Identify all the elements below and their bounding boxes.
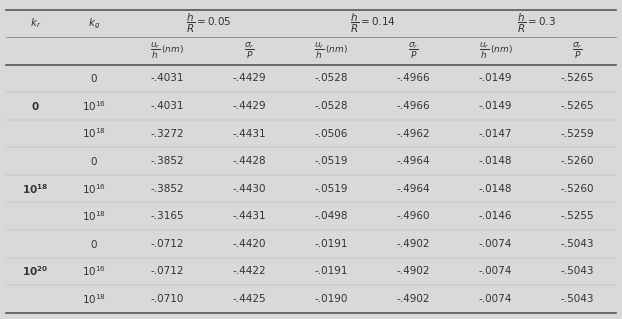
Text: $\dfrac{h}{R} = 0.14$: $\dfrac{h}{R} = 0.14$: [350, 12, 396, 35]
Text: -.0149: -.0149: [479, 101, 512, 111]
Text: -.5255: -.5255: [560, 211, 594, 221]
Text: -.4902: -.4902: [397, 294, 430, 304]
Text: $\mathbf{10^{18}}$: $\mathbf{10^{18}}$: [22, 182, 49, 196]
Text: -.4031: -.4031: [151, 73, 184, 84]
Text: -.3852: -.3852: [151, 184, 184, 194]
Text: $0$: $0$: [90, 72, 98, 85]
Text: -.0191: -.0191: [315, 239, 348, 249]
Text: $\dfrac{u_r}{h}\,(nm)$: $\dfrac{u_r}{h}\,(nm)$: [315, 41, 348, 61]
Text: -.0528: -.0528: [315, 73, 348, 84]
Text: -.0190: -.0190: [315, 294, 348, 304]
Text: $\mathbf{0}$: $\mathbf{0}$: [31, 100, 40, 112]
Text: $\dfrac{u_r}{h}\,(nm)$: $\dfrac{u_r}{h}\,(nm)$: [478, 41, 513, 61]
Text: $10^{18}$: $10^{18}$: [82, 127, 106, 140]
Text: -.5260: -.5260: [560, 184, 594, 194]
Text: -.3852: -.3852: [151, 156, 184, 166]
Text: -.0498: -.0498: [315, 211, 348, 221]
Text: $0$: $0$: [90, 155, 98, 167]
Text: -.5260: -.5260: [560, 156, 594, 166]
Text: $\dfrac{\sigma_r}{P}$: $\dfrac{\sigma_r}{P}$: [572, 41, 583, 61]
Text: $\dfrac{\sigma_r}{P}$: $\dfrac{\sigma_r}{P}$: [408, 41, 419, 61]
Text: -.4964: -.4964: [397, 156, 430, 166]
Text: -.4902: -.4902: [397, 239, 430, 249]
Text: -.0149: -.0149: [479, 73, 512, 84]
Text: $10^{16}$: $10^{16}$: [82, 182, 106, 196]
Text: -.4960: -.4960: [397, 211, 430, 221]
Text: $0$: $0$: [90, 238, 98, 250]
Text: -.4429: -.4429: [233, 73, 266, 84]
Text: -.5043: -.5043: [560, 294, 594, 304]
Text: -.0710: -.0710: [151, 294, 184, 304]
Text: -.0074: -.0074: [479, 294, 512, 304]
Text: -.0519: -.0519: [315, 156, 348, 166]
Text: -.3165: -.3165: [151, 211, 184, 221]
Text: -.0506: -.0506: [315, 129, 348, 138]
Text: -.0519: -.0519: [315, 184, 348, 194]
Text: -.4428: -.4428: [233, 156, 266, 166]
Text: -.4422: -.4422: [233, 266, 266, 276]
Text: $\dfrac{h}{R} = 0.3$: $\dfrac{h}{R} = 0.3$: [517, 12, 556, 35]
Text: -.4966: -.4966: [397, 73, 430, 84]
Text: $10^{16}$: $10^{16}$: [82, 264, 106, 278]
Text: -.4964: -.4964: [397, 184, 430, 194]
Text: -.5043: -.5043: [560, 266, 594, 276]
Text: $10^{16}$: $10^{16}$: [82, 99, 106, 113]
Text: -.0074: -.0074: [479, 239, 512, 249]
Text: -.4431: -.4431: [233, 211, 266, 221]
Text: -.4962: -.4962: [397, 129, 430, 138]
Text: -.5265: -.5265: [560, 73, 594, 84]
Text: $\dfrac{\sigma_r}{P}$: $\dfrac{\sigma_r}{P}$: [244, 41, 255, 61]
Text: -.5265: -.5265: [560, 101, 594, 111]
Text: -.0712: -.0712: [151, 239, 184, 249]
Text: -.0074: -.0074: [479, 266, 512, 276]
Text: -.4902: -.4902: [397, 266, 430, 276]
Text: -.0148: -.0148: [479, 184, 512, 194]
Text: -.0712: -.0712: [151, 266, 184, 276]
Text: -.4429: -.4429: [233, 101, 266, 111]
Text: -.4031: -.4031: [151, 101, 184, 111]
Text: -.4425: -.4425: [233, 294, 266, 304]
Text: -.0148: -.0148: [479, 156, 512, 166]
Text: -.5043: -.5043: [560, 239, 594, 249]
Text: -.0528: -.0528: [315, 101, 348, 111]
Text: $k_g$: $k_g$: [88, 16, 101, 31]
Text: $\mathbf{10^{20}}$: $\mathbf{10^{20}}$: [22, 264, 49, 278]
Text: $10^{18}$: $10^{18}$: [82, 209, 106, 223]
Text: -.4430: -.4430: [233, 184, 266, 194]
Text: -.0147: -.0147: [479, 129, 512, 138]
Text: -.0146: -.0146: [479, 211, 512, 221]
Text: $10^{18}$: $10^{18}$: [82, 292, 106, 306]
Text: -.5259: -.5259: [560, 129, 594, 138]
Text: -.4966: -.4966: [397, 101, 430, 111]
Text: $k_r$: $k_r$: [30, 17, 41, 30]
Text: -.4420: -.4420: [233, 239, 266, 249]
Text: $\dfrac{h}{R} = 0.05$: $\dfrac{h}{R} = 0.05$: [185, 12, 231, 35]
Text: $\dfrac{u_r}{h}\,(nm)$: $\dfrac{u_r}{h}\,(nm)$: [151, 41, 184, 61]
Text: -.3272: -.3272: [151, 129, 184, 138]
Text: -.4431: -.4431: [233, 129, 266, 138]
Text: -.0191: -.0191: [315, 266, 348, 276]
